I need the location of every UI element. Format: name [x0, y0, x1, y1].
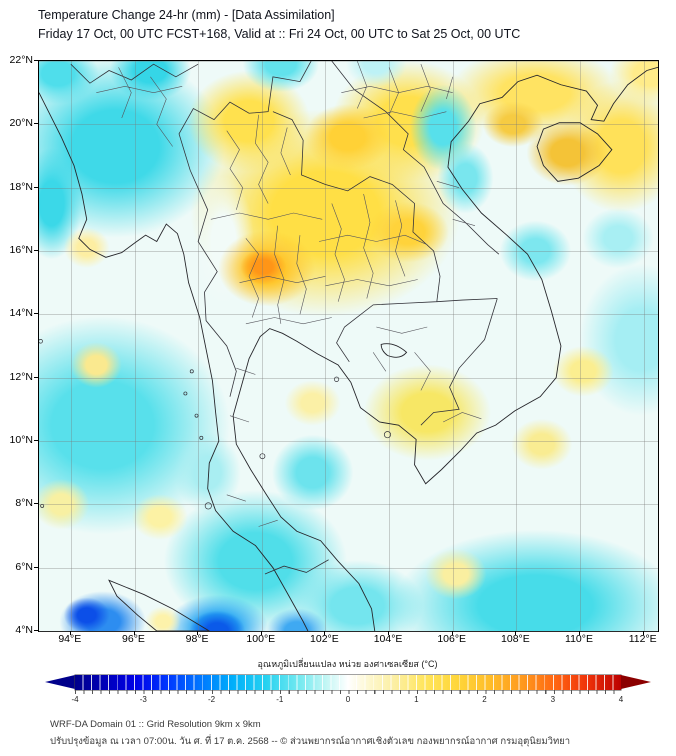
- y-tick-mark: [34, 313, 38, 315]
- y-tick-label: 12°N: [9, 370, 33, 383]
- y-tick-mark: [34, 440, 38, 441]
- coastline-hainan: [537, 123, 612, 182]
- country-borders: [71, 61, 499, 574]
- x-tick-mark: [642, 631, 644, 635]
- province-borders: [96, 61, 481, 527]
- y-tick-label: 16°N: [9, 244, 33, 256]
- page-subtitle: Friday 17 Oct, 00 UTC FCST+168, Valid at…: [38, 27, 521, 41]
- x-tick-label: 100°E: [246, 633, 276, 645]
- colorbar-gradient: [75, 675, 621, 690]
- y-tick-mark: [34, 60, 38, 61]
- x-tick-mark: [260, 631, 262, 635]
- colorbar-segments: [75, 675, 621, 690]
- y-tick-label: 8°N: [15, 497, 33, 510]
- y-tick-mark: [34, 630, 38, 631]
- x-tick-label: 104°E: [373, 633, 403, 645]
- page-title: Temperature Change 24-hr (mm) - [Data As…: [38, 8, 335, 22]
- y-tick-mark: [34, 503, 38, 505]
- colorbar-tick-label: 4: [618, 695, 624, 704]
- x-tick-mark: [451, 631, 453, 635]
- y-tick-label: 14°N: [9, 307, 33, 320]
- title-block: Temperature Change 24-hr (mm) - [Data As…: [38, 6, 520, 44]
- x-tick-mark: [133, 631, 135, 635]
- x-tick-mark: [388, 631, 390, 635]
- y-tick-mark: [34, 566, 38, 568]
- colorbar-tick-label: -2: [207, 695, 216, 704]
- tonle-sap-lake: [381, 344, 406, 358]
- x-tick-mark: [324, 631, 326, 635]
- x-tick-label: 94°E: [58, 633, 82, 645]
- colorbar-tick-label: -1: [276, 695, 284, 704]
- islands: [39, 339, 391, 509]
- y-tick-mark: [34, 250, 38, 251]
- colorbar-tick-label: -3: [139, 695, 147, 704]
- coastline-sumatra: [109, 580, 209, 631]
- colorbar-label: อุณหภูมิเปลี่ยนแปลง หน่วย องศาเซลเซียส (…: [257, 659, 438, 669]
- y-tick-label: 20°N: [9, 117, 33, 130]
- colorbar-left-arrow: [45, 675, 75, 689]
- x-tick-label: 108°E: [501, 633, 530, 645]
- x-tick-mark: [579, 631, 580, 635]
- y-tick-label: 10°N: [9, 434, 33, 446]
- colorbar-tick-label: 1: [414, 695, 419, 704]
- x-tick-label: 106°E: [437, 633, 467, 645]
- temperature-anomaly-field: [39, 61, 658, 631]
- y-tick-mark: [34, 123, 38, 125]
- x-tick-mark: [515, 631, 517, 635]
- x-tick-label: 96°E: [122, 633, 145, 645]
- coastline-west: [39, 93, 308, 631]
- x-tick-label: 102°E: [310, 633, 339, 645]
- x-tick-mark: [69, 631, 71, 635]
- footer-domain-info: WRF-DA Domain 01 :: Grid Resolution 9km …: [50, 719, 261, 730]
- y-tick-label: 18°N: [9, 180, 33, 193]
- y-tick-mark: [34, 376, 38, 378]
- y-tick-label: 4°N: [15, 624, 33, 636]
- colorbar-tick-label: 2: [482, 695, 487, 704]
- y-tick-label: 22°N: [9, 54, 33, 66]
- footer-update-info: ปรับปรุงข้อมูล ณ เวลา 07:00น. วัน ศ. ที่…: [50, 736, 571, 747]
- colorbar-right-arrow: [621, 675, 651, 689]
- y-tick-label: 6°N: [15, 560, 33, 573]
- coastline-east: [233, 67, 658, 631]
- y-tick-mark: [34, 186, 38, 188]
- map-plot-area: [38, 60, 659, 632]
- colorbar-tick-label: 3: [550, 695, 556, 704]
- x-tick-label: 110°E: [565, 633, 593, 645]
- coastline-borders-layer: [39, 61, 658, 631]
- colorbar-tick-marks: [75, 690, 621, 694]
- colorbar-tick-label: 0: [345, 695, 351, 704]
- gridline-horizontal: [39, 631, 658, 632]
- colorbar-tick-label: -4: [71, 695, 79, 704]
- colorbar: -4 -3 -2 -1 0 1 2 3 4: [45, 675, 651, 709]
- x-tick-label: 98°E: [185, 633, 209, 645]
- x-tick-mark: [197, 631, 199, 635]
- x-tick-label: 112°E: [628, 633, 657, 645]
